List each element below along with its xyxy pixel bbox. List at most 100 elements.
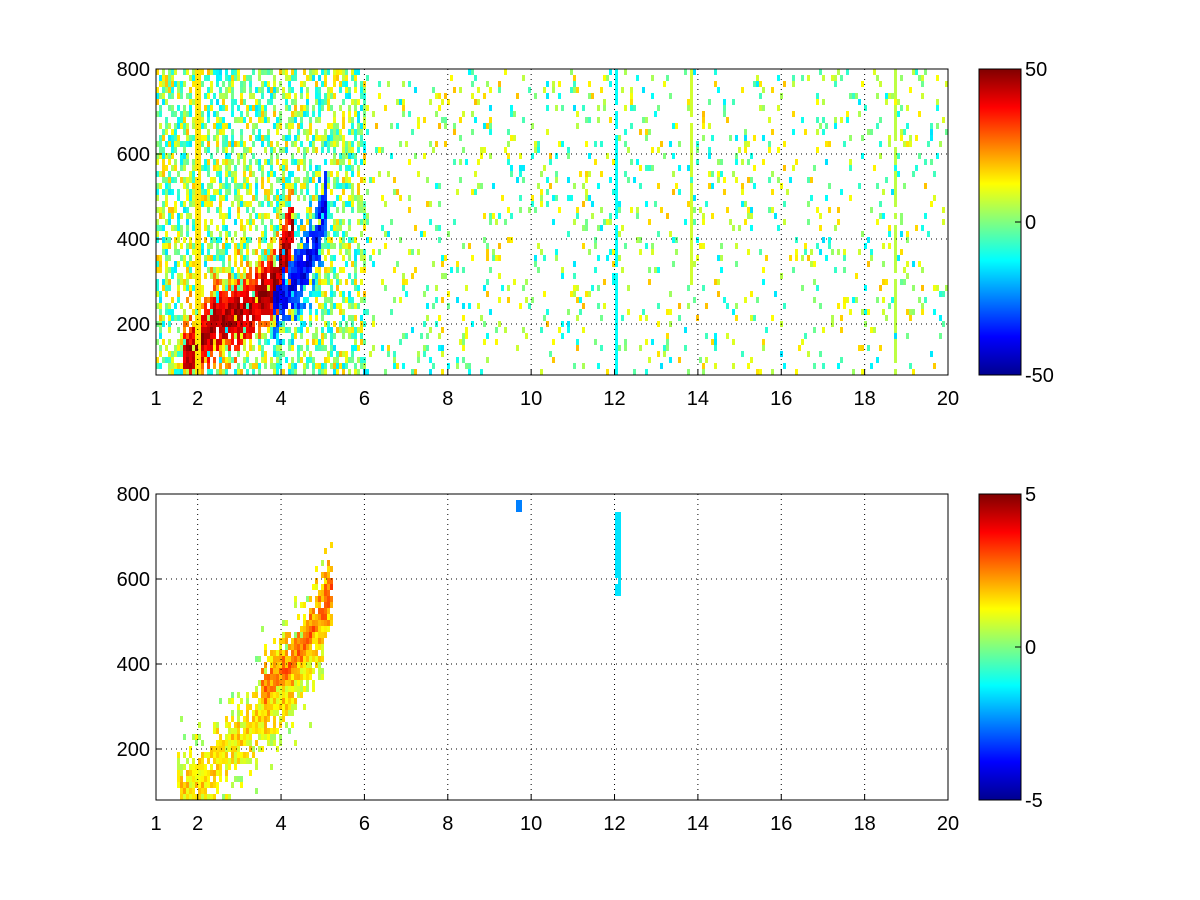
- heatmap-cell: [288, 686, 291, 692]
- heatmap-cell: [342, 255, 345, 261]
- heatmap-cell: [270, 291, 273, 297]
- heatmap-cell: [306, 237, 309, 243]
- heatmap-cell: [264, 225, 267, 231]
- heatmap-cell: [930, 201, 933, 207]
- heatmap-cell: [204, 794, 207, 800]
- heatmap-cell: [225, 267, 228, 273]
- heatmap-cell: [315, 99, 318, 105]
- heatmap-cell: [174, 135, 177, 141]
- heatmap-cell: [225, 105, 228, 111]
- heatmap-cell: [615, 345, 618, 351]
- heatmap-cell: [360, 267, 363, 273]
- heatmap-cell: [222, 285, 225, 291]
- heatmap-cell: [219, 746, 222, 752]
- heatmap-cell: [702, 363, 705, 369]
- heatmap-cell: [210, 237, 213, 243]
- heatmap-cell: [711, 339, 714, 345]
- heatmap-cell: [315, 584, 318, 590]
- heatmap-cell: [303, 225, 306, 231]
- heatmap-cell: [894, 297, 897, 303]
- heatmap-cell: [306, 129, 309, 135]
- heatmap-cell: [309, 303, 312, 309]
- heatmap-cell: [225, 231, 228, 237]
- heatmap-cell: [243, 171, 246, 177]
- heatmap-cell: [213, 782, 216, 788]
- heatmap-cell: [549, 159, 552, 165]
- heatmap-cell: [615, 93, 618, 99]
- heatmap-cell: [591, 213, 594, 219]
- heatmap-cell: [642, 309, 645, 315]
- heatmap-cell: [330, 584, 333, 590]
- heatmap-cell: [351, 297, 354, 303]
- heatmap-cell: [180, 333, 183, 339]
- heatmap-cell: [327, 231, 330, 237]
- heatmap-cell: [594, 141, 597, 147]
- heatmap-cell: [312, 333, 315, 339]
- heatmap-cell: [168, 363, 171, 369]
- heatmap-cell: [180, 315, 183, 321]
- heatmap-cell: [648, 357, 651, 363]
- heatmap-cell: [330, 333, 333, 339]
- heatmap-cell: [174, 369, 177, 375]
- heatmap-cell: [183, 183, 186, 189]
- heatmap-cell: [312, 279, 315, 285]
- heatmap-cell: [399, 99, 402, 105]
- heatmap-cell: [702, 285, 705, 291]
- heatmap-cell: [315, 129, 318, 135]
- heatmap-cell: [669, 357, 672, 363]
- heatmap-cell: [219, 183, 222, 189]
- heatmap-cell: [261, 692, 264, 698]
- heatmap-cell: [210, 345, 213, 351]
- heatmap-cell: [258, 159, 261, 165]
- heatmap-cell: [378, 93, 381, 99]
- heatmap-cell: [294, 680, 297, 686]
- heatmap-cell: [207, 776, 210, 782]
- heatmap-cell: [297, 249, 300, 255]
- heatmap-cell: [894, 327, 897, 333]
- heatmap-cell: [204, 105, 207, 111]
- heatmap-cell: [231, 315, 234, 321]
- heatmap-cell: [318, 363, 321, 369]
- heatmap-cell: [228, 171, 231, 177]
- heatmap-cell: [876, 123, 879, 129]
- heatmap-cell: [156, 339, 159, 345]
- heatmap-cell: [210, 315, 213, 321]
- heatmap-cell: [633, 177, 636, 183]
- heatmap-cell: [273, 363, 276, 369]
- heatmap-cell: [198, 189, 201, 195]
- heatmap-cell: [843, 303, 846, 309]
- heatmap-cell: [831, 249, 834, 255]
- heatmap-cell: [159, 93, 162, 99]
- heatmap-cell: [258, 309, 261, 315]
- heatmap-cell: [297, 614, 300, 620]
- heatmap-cell: [717, 171, 720, 177]
- heatmap-cell: [315, 363, 318, 369]
- heatmap-cell: [291, 309, 294, 315]
- heatmap-cell: [453, 87, 456, 93]
- heatmap-cell: [861, 345, 864, 351]
- heatmap-cell: [339, 243, 342, 249]
- heatmap-cell: [615, 542, 618, 548]
- heatmap-cell: [234, 291, 237, 297]
- heatmap-cell: [330, 243, 333, 249]
- heatmap-cell: [231, 327, 234, 333]
- heatmap-cell: [672, 153, 675, 159]
- heatmap-cell: [897, 255, 900, 261]
- heatmap-cell: [300, 285, 303, 291]
- heatmap-cell: [741, 159, 744, 165]
- heatmap-cell: [294, 369, 297, 375]
- heatmap-cell: [258, 327, 261, 333]
- heatmap-cell: [216, 129, 219, 135]
- heatmap-cell: [342, 147, 345, 153]
- heatmap-cell: [312, 75, 315, 81]
- heatmap-cell: [435, 93, 438, 99]
- heatmap-cell: [360, 81, 363, 87]
- heatmap-cell: [174, 123, 177, 129]
- heatmap-cell: [318, 626, 321, 632]
- heatmap-cell: [423, 321, 426, 327]
- heatmap-cell: [186, 219, 189, 225]
- heatmap-cell: [183, 237, 186, 243]
- heatmap-cell: [207, 171, 210, 177]
- heatmap-cell: [807, 177, 810, 183]
- heatmap-cell: [279, 722, 282, 728]
